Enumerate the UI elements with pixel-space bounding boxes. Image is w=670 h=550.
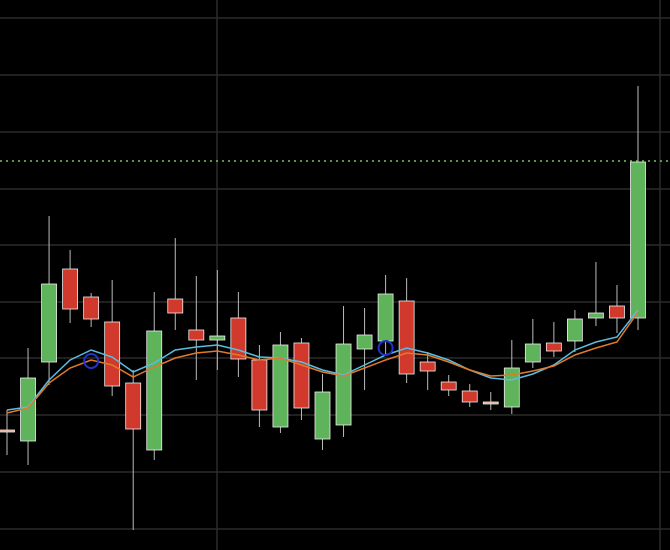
candle-body xyxy=(609,305,625,319)
candle-body xyxy=(567,318,583,342)
candle-body xyxy=(377,293,394,342)
moving-average-line xyxy=(6,311,639,414)
candle-body xyxy=(524,343,541,363)
candle-body xyxy=(41,283,57,363)
candle-body xyxy=(62,268,78,310)
candle-body xyxy=(630,161,646,319)
candle-body xyxy=(251,359,268,411)
candle-body xyxy=(0,429,15,433)
candle-body xyxy=(272,344,289,428)
candle-body xyxy=(104,321,121,387)
candle-body xyxy=(419,361,436,372)
candle-body xyxy=(440,381,457,391)
signal-marker xyxy=(83,353,100,369)
candle-body xyxy=(293,342,310,409)
candle-body xyxy=(83,296,100,320)
candle-body xyxy=(461,390,478,403)
candle-body xyxy=(188,329,205,341)
candle-body xyxy=(503,367,520,408)
candle-body xyxy=(146,330,163,451)
candle-body xyxy=(230,317,247,360)
candle-body xyxy=(167,298,184,314)
candle-body xyxy=(209,335,226,341)
moving-average-line xyxy=(6,309,639,411)
candle-body xyxy=(545,342,562,352)
candle-body xyxy=(356,334,373,350)
candle-body xyxy=(482,401,499,405)
candle-body xyxy=(125,382,142,430)
candle-body xyxy=(398,300,415,375)
candle-body xyxy=(314,391,331,440)
candle-body xyxy=(588,312,604,319)
candle-body xyxy=(335,343,352,426)
signal-marker xyxy=(377,340,394,356)
